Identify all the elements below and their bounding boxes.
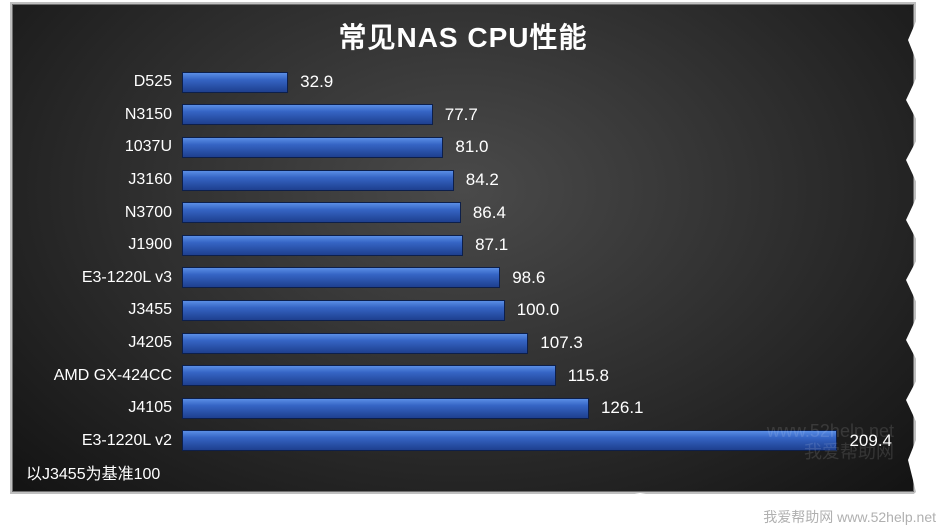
value-label: 98.6 (512, 268, 545, 288)
bar (182, 333, 528, 354)
value-label: 32.9 (300, 72, 333, 92)
bar-row: N315077.7 (182, 99, 892, 132)
bar (182, 202, 461, 223)
bar-row: J316084.2 (182, 164, 892, 197)
bar-row: D52532.9 (182, 66, 892, 99)
bar (182, 170, 454, 191)
value-label: 77.7 (445, 105, 478, 125)
bar (182, 72, 288, 93)
category-label: AMD GX-424CC (54, 367, 182, 385)
value-label: 84.2 (466, 170, 499, 190)
bar-row: E3-1220L v398.6 (182, 262, 892, 295)
category-label: E3-1220L v2 (82, 432, 182, 450)
category-label: J3455 (128, 301, 182, 319)
category-label: N3150 (125, 106, 182, 124)
canvas: 常见NAS CPU性能 D52532.9N315077.71037U81.0J3… (0, 0, 942, 530)
category-label: J4205 (128, 334, 182, 352)
bar-row: J4105126.1 (182, 392, 892, 425)
bar (182, 104, 433, 125)
value-label: 86.4 (473, 203, 506, 223)
bar-row: 1037U81.0 (182, 131, 892, 164)
category-label: J4105 (128, 399, 182, 417)
bar (182, 365, 556, 386)
bar-row: J190087.1 (182, 229, 892, 262)
bar (182, 398, 589, 419)
bar-row: AMD GX-424CC115.8 (182, 359, 892, 392)
chart-footnote: 以J3455为基准100 (26, 460, 160, 484)
category-label: J3160 (128, 171, 182, 189)
category-label: N3700 (125, 204, 182, 222)
bar (182, 235, 463, 256)
category-label: 1037U (125, 138, 182, 156)
chart-plot-area: D52532.9N315077.71037U81.0J316084.2N3700… (182, 66, 892, 458)
value-label: 126.1 (601, 398, 644, 418)
bar-row: N370086.4 (182, 196, 892, 229)
bar-row: J4205107.3 (182, 327, 892, 360)
category-label: D525 (134, 73, 182, 91)
value-label: 107.3 (540, 333, 583, 353)
category-label: J1900 (128, 236, 182, 254)
value-label: 100.0 (517, 300, 560, 320)
bar (182, 137, 443, 158)
bar-row: E3-1220L v2209.4 (182, 425, 892, 458)
category-label: E3-1220L v3 (82, 269, 182, 287)
value-label: 115.8 (568, 366, 609, 386)
bar (182, 267, 500, 288)
bar (182, 430, 837, 451)
chart-frame: 常见NAS CPU性能 D52532.9N315077.71037U81.0J3… (10, 2, 916, 494)
value-label: 81.0 (455, 137, 488, 157)
value-label: 87.1 (475, 235, 508, 255)
bar (182, 300, 505, 321)
bar-row: J3455100.0 (182, 294, 892, 327)
value-label: 209.4 (849, 431, 892, 451)
watermark-outer: 我爱帮助网 www.52help.net (763, 509, 936, 527)
chart-title: 常见NAS CPU性能 (12, 16, 914, 56)
